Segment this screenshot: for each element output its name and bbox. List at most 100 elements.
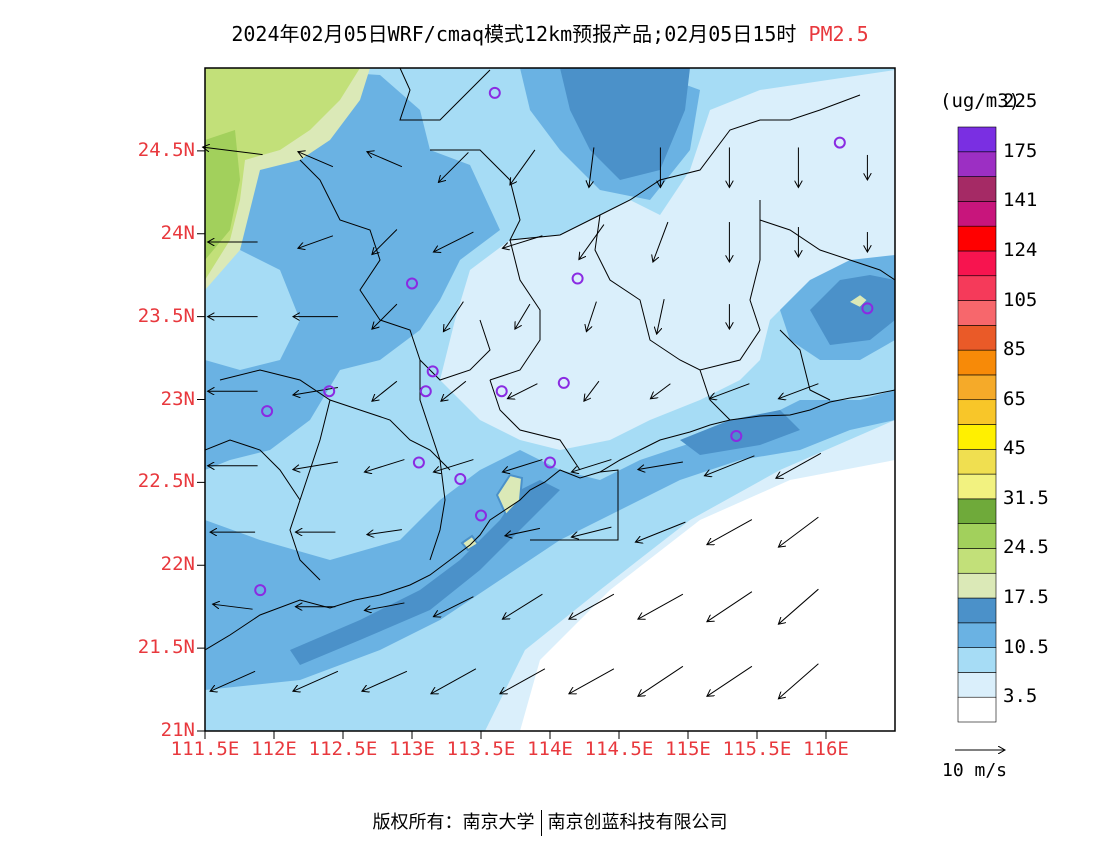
wind-arrow	[650, 383, 671, 399]
wind-arrow	[364, 602, 405, 611]
lat-label: 21.5N	[137, 636, 195, 659]
city-boundary-3	[489, 239, 541, 381]
colorbar-label: 31.5	[1003, 486, 1049, 509]
station-marker	[261, 405, 274, 418]
northwest-high-peak	[205, 130, 240, 260]
colorbar-label: 17.5	[1003, 586, 1049, 609]
copyright-org-company: 南京创蓝科技有限公司	[547, 812, 728, 833]
city-boundary-5	[759, 219, 895, 281]
colorbar	[957, 126, 997, 723]
colorbar-swatch	[957, 647, 997, 673]
wind-arrow	[584, 380, 600, 401]
colorbar-label: 124	[1003, 238, 1038, 261]
colorbar-units: (ug/m3)	[940, 90, 1021, 112]
ocean-clean-region-2	[520, 460, 895, 731]
map-title: 2024年02月05日WRF/cmaq模式12km预报产品;02月05日15时 P…	[0, 18, 1100, 47]
wind-arrow	[443, 301, 464, 332]
lon-label: 113E	[389, 738, 435, 760]
wind-arrow	[372, 380, 398, 401]
wind-arrow	[367, 152, 403, 168]
lon-label: 115.5E	[722, 738, 792, 760]
copyright-org-nju: 南京大学	[462, 812, 535, 833]
station-marker	[419, 385, 432, 398]
colorbar-swatch	[957, 399, 997, 425]
colorbar-swatch	[957, 349, 997, 376]
wind-arrow	[571, 459, 612, 473]
wind-arrow	[586, 301, 597, 332]
city-boundary-11	[205, 439, 301, 501]
station-marker	[323, 385, 336, 398]
colorbar-swatch	[957, 325, 997, 351]
lon-label: 112.5E	[308, 738, 378, 760]
station-marker	[861, 302, 874, 315]
northwest-high-core	[205, 68, 360, 280]
wind-arrow	[293, 461, 338, 470]
wind-arrow	[776, 452, 822, 478]
wind-arrow	[431, 668, 477, 694]
coastal-core-band	[290, 480, 560, 665]
wind-arrow	[502, 235, 543, 249]
wind-arrow	[571, 526, 612, 537]
wind-arrow	[502, 459, 543, 473]
concentration-field	[205, 68, 895, 731]
copyright-notice: 版权所有：南京大学 南京创蓝科技有限公司	[0, 808, 1100, 836]
wind-arrow	[653, 221, 669, 262]
city-boundary-4	[594, 200, 761, 371]
wind-arrow	[579, 224, 605, 260]
pollutant-name: PM2.5	[808, 22, 869, 46]
station-marker	[475, 509, 487, 522]
wind-arrow	[778, 588, 819, 624]
lon-label: 115E	[665, 738, 711, 760]
colorbar-label: 3.5	[1003, 685, 1038, 708]
city-boundary-6	[779, 329, 831, 401]
colorbar-swatch	[957, 126, 997, 153]
title-text: 2024年02月05日WRF/cmaq模式12km预报产品;02月05日15时	[231, 22, 797, 46]
wind-arrow	[635, 521, 686, 542]
station-marker	[454, 473, 467, 486]
wind-arrow	[441, 380, 467, 401]
wind-arrow	[433, 231, 474, 252]
colorbar-swatch	[957, 374, 997, 401]
wind-arrow	[778, 383, 819, 399]
colorbar-swatch	[957, 300, 997, 326]
wind-arrow	[372, 303, 398, 329]
colorbar-swatch	[957, 696, 997, 723]
wind-arrow	[707, 665, 753, 696]
station-marker	[544, 456, 556, 469]
wind-arrow	[293, 670, 339, 691]
colorbar-label: 85	[1003, 338, 1026, 361]
city-boundary-12	[419, 360, 446, 561]
lat-label: 23N	[160, 387, 195, 410]
station-marker	[730, 429, 743, 442]
wind-arrow	[589, 147, 595, 187]
lat-label: 24.5N	[137, 138, 195, 161]
wind-vectors	[203, 147, 868, 699]
colorbar-label: 10.5	[1003, 635, 1049, 658]
lon-label: 114E	[527, 738, 573, 760]
colorbar-swatch	[957, 201, 997, 227]
station-marker	[254, 584, 267, 597]
wind-arrow	[433, 596, 474, 617]
wind-arrow	[298, 235, 334, 249]
colorbar-label: 175	[1003, 139, 1038, 162]
wind-arrow	[433, 459, 474, 473]
station-marker	[412, 456, 425, 469]
coastline	[205, 389, 895, 651]
copyright-prefix: 版权所有：	[372, 812, 463, 833]
station-marker	[833, 136, 846, 149]
wind-arrow	[638, 461, 683, 470]
colorbar-swatch	[957, 572, 997, 599]
wind-arrow	[707, 519, 753, 545]
wind-arrow	[707, 591, 753, 622]
monitoring-stations	[254, 86, 874, 597]
station-marker	[488, 86, 501, 99]
lat-label: 22.5N	[137, 470, 195, 493]
wind-arrow	[298, 152, 334, 168]
west-inner-band	[205, 250, 300, 370]
wind-arrow	[569, 593, 615, 619]
wind-arrow	[638, 593, 684, 619]
colorbar-swatch	[957, 176, 997, 202]
dongguan-hotspot	[495, 473, 524, 517]
wind-arrow	[364, 459, 405, 473]
